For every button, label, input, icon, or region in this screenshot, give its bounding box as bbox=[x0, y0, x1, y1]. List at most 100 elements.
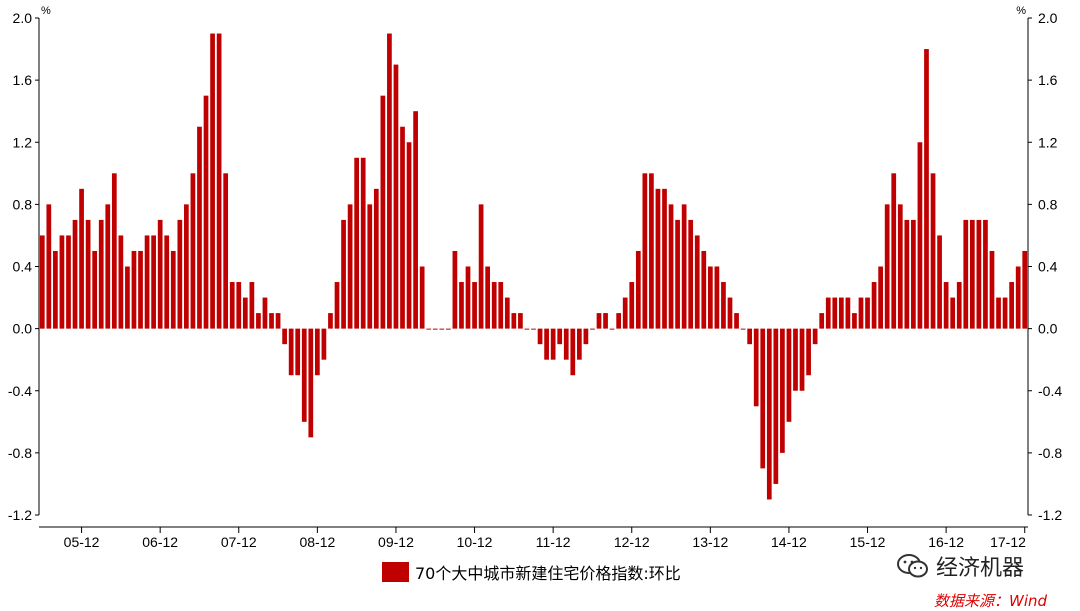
bar bbox=[819, 313, 825, 329]
bar bbox=[897, 204, 903, 329]
bar bbox=[570, 328, 576, 376]
bar bbox=[911, 219, 916, 329]
x-tick-label: 05-12 bbox=[64, 534, 100, 550]
y-tick-label-right: 0.4 bbox=[1038, 259, 1058, 275]
x-tick-label: 16-12 bbox=[928, 534, 964, 550]
bar bbox=[793, 328, 798, 391]
bar bbox=[649, 173, 654, 329]
bar bbox=[766, 328, 772, 500]
x-tick-label: 12-12 bbox=[614, 534, 650, 550]
bar bbox=[832, 297, 838, 329]
bar bbox=[891, 173, 897, 329]
bar bbox=[694, 235, 700, 329]
bar bbox=[858, 297, 864, 329]
bar bbox=[242, 297, 248, 329]
bar bbox=[452, 250, 458, 329]
bar bbox=[701, 250, 707, 329]
x-tick-label: 17-12 bbox=[990, 534, 1026, 550]
bar bbox=[603, 313, 608, 329]
bar bbox=[983, 219, 988, 329]
bar bbox=[799, 328, 805, 391]
y-tick-label-right: 2.0 bbox=[1038, 10, 1058, 26]
bar bbox=[210, 33, 215, 329]
bar bbox=[472, 282, 477, 329]
bar bbox=[275, 313, 281, 329]
y-tick-label-left: -1.2 bbox=[8, 507, 32, 523]
bar bbox=[288, 328, 294, 376]
bar bbox=[92, 250, 98, 329]
bar bbox=[668, 204, 674, 329]
bar bbox=[537, 328, 543, 345]
bar bbox=[989, 250, 995, 329]
bar bbox=[400, 126, 405, 329]
bar bbox=[131, 250, 137, 329]
bar bbox=[662, 188, 667, 329]
bar bbox=[734, 313, 739, 329]
bar bbox=[426, 328, 432, 330]
legend-swatch bbox=[382, 562, 409, 582]
bar bbox=[681, 204, 687, 329]
x-tick-label: 10-12 bbox=[457, 534, 493, 550]
bar bbox=[170, 250, 176, 329]
y-tick-label-left: 0.0 bbox=[13, 321, 33, 337]
bar bbox=[269, 313, 274, 329]
x-tick-label: 08-12 bbox=[299, 534, 335, 550]
bar bbox=[328, 313, 333, 329]
bar bbox=[446, 328, 451, 330]
bar bbox=[432, 328, 438, 330]
bar bbox=[550, 328, 556, 360]
bar bbox=[714, 266, 720, 329]
bar bbox=[727, 297, 733, 329]
y-tick-label-right: 1.6 bbox=[1038, 72, 1058, 88]
y-tick-label-left: 0.4 bbox=[13, 259, 33, 275]
bar bbox=[544, 328, 549, 360]
bar bbox=[786, 328, 792, 422]
bar bbox=[576, 328, 582, 360]
bar bbox=[557, 328, 563, 345]
bar bbox=[354, 157, 360, 329]
bar bbox=[138, 250, 143, 329]
bar bbox=[498, 282, 504, 329]
bar bbox=[629, 282, 635, 329]
bar bbox=[46, 204, 52, 329]
bar bbox=[157, 219, 163, 329]
y-tick-label-left: 2.0 bbox=[13, 10, 33, 26]
bar bbox=[609, 328, 615, 330]
bar bbox=[203, 95, 209, 329]
bar bbox=[760, 328, 766, 469]
bar bbox=[229, 282, 235, 329]
y-tick-label-left: -0.4 bbox=[8, 383, 32, 399]
bar bbox=[485, 266, 491, 329]
bar bbox=[976, 219, 982, 329]
bar bbox=[223, 173, 229, 329]
bar bbox=[904, 219, 910, 329]
bar bbox=[380, 95, 386, 329]
bar bbox=[491, 282, 497, 329]
bar bbox=[72, 219, 78, 329]
bar bbox=[236, 282, 242, 329]
bar bbox=[315, 328, 320, 376]
bar bbox=[937, 235, 942, 329]
y-tick-label-right: -0.8 bbox=[1038, 445, 1062, 461]
bar bbox=[590, 328, 595, 330]
x-tick-label: 06-12 bbox=[142, 534, 178, 550]
bar bbox=[197, 126, 202, 329]
bar bbox=[216, 33, 222, 329]
bar bbox=[249, 282, 255, 329]
bar bbox=[347, 204, 353, 329]
bar bbox=[256, 313, 261, 329]
bar bbox=[465, 266, 471, 329]
bar bbox=[806, 328, 811, 376]
bar bbox=[1015, 266, 1021, 329]
bar bbox=[118, 235, 124, 329]
bar bbox=[688, 219, 694, 329]
bar bbox=[838, 297, 844, 329]
watermark: 经济机器 bbox=[896, 550, 1024, 582]
bar bbox=[812, 328, 818, 345]
bar bbox=[924, 49, 929, 329]
bar bbox=[780, 328, 785, 453]
y-tick-label-right: 1.2 bbox=[1038, 134, 1058, 150]
bar bbox=[524, 328, 530, 330]
bar bbox=[98, 219, 104, 329]
bar bbox=[177, 219, 183, 329]
